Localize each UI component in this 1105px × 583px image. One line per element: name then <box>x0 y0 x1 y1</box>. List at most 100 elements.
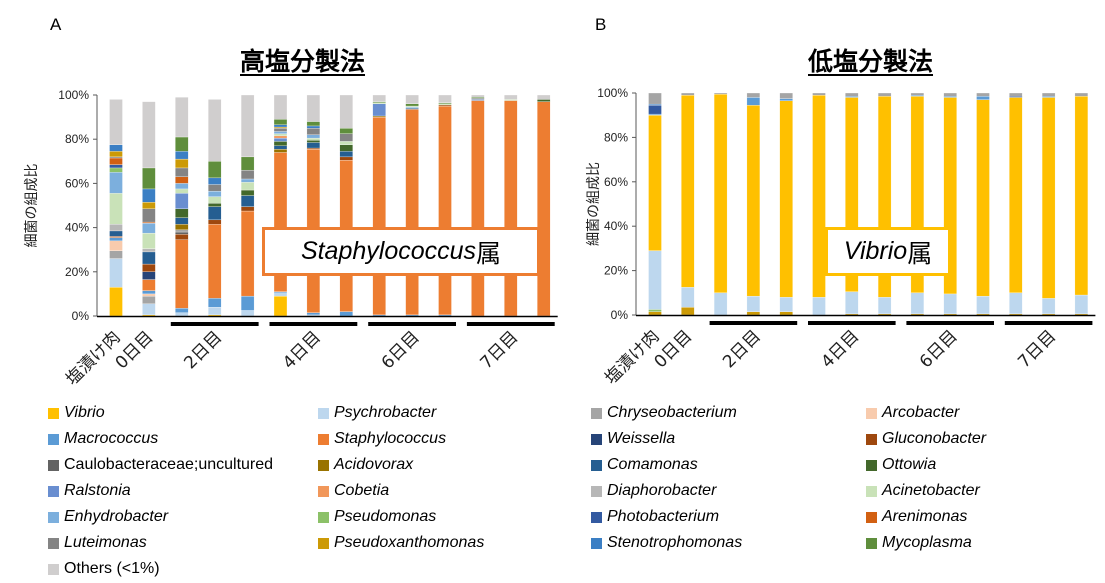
legend-swatch <box>591 537 602 549</box>
legend-item: Ralstonia <box>48 481 131 501</box>
chart-b-y-tick-label: 0% <box>611 308 629 322</box>
chart-a-bar-segment <box>405 94 419 104</box>
chart-b-bar-segment <box>648 250 662 310</box>
chart-a-bar-segment <box>504 100 518 317</box>
chart-a-bar-segment <box>273 124 288 128</box>
chart-a-bar-segment <box>175 158 189 169</box>
chart-a-bar-segment <box>240 206 255 212</box>
legend-label: Ottowia <box>882 456 937 473</box>
legend-item: Mycoplasma <box>866 533 972 553</box>
legend-swatch <box>48 433 59 445</box>
legend-label: Psychrobacter <box>334 404 437 421</box>
chart-a-category-label: 4日目 <box>279 327 325 373</box>
chart-a-bar-segment <box>175 151 189 160</box>
chart-a-bar-segment <box>142 223 156 234</box>
chart-a-bar-segment <box>339 311 353 317</box>
chart-a-bar-segment <box>471 99 485 101</box>
chart-a-group-bracket <box>466 322 555 326</box>
chart-a-bar-segment <box>504 94 518 100</box>
legend-label: Acidovorax <box>334 456 414 473</box>
chart-b-bar-segment <box>681 287 695 308</box>
chart-a-bar-segment <box>438 102 452 104</box>
chart-a-y-tick-label: 60% <box>65 176 89 190</box>
panel-b-title: 低塩分製法 <box>808 47 934 76</box>
legend-label: Chryseobacterium <box>607 404 737 421</box>
chart-b-bar-segment <box>713 92 728 95</box>
legend-label: Diaphorobacter <box>607 482 717 499</box>
legend-swatch <box>591 511 602 523</box>
legend-swatch <box>48 407 59 419</box>
chart-a-bar-segment <box>109 144 123 152</box>
chart-a-bar-segment <box>142 188 156 203</box>
chart-b-bar-segment <box>976 295 990 315</box>
chart-b-bar-segment <box>746 311 761 316</box>
chart-a-bar-segment <box>208 190 222 197</box>
chart-a-bar-segment <box>208 219 222 225</box>
legend-swatch <box>866 459 877 471</box>
chart-a-group-bracket <box>269 322 358 326</box>
chart-a-bar-segment <box>306 147 321 150</box>
legend-swatch <box>318 459 329 471</box>
chart-a-bar-segment <box>109 240 123 251</box>
chart-a-bar-segment <box>175 167 189 177</box>
chart-b-bar-segment <box>779 297 793 312</box>
annotation-genus: Staphylococcus <box>300 237 477 265</box>
chart-b-bar-segment <box>812 92 826 96</box>
legend-item: Cobetia <box>318 481 389 501</box>
chart-a-y-tick-label: 0% <box>72 309 90 323</box>
legend-item: Enhydrobacter <box>48 507 168 527</box>
legend-swatch <box>866 537 877 549</box>
chart-a-bar-segment <box>175 208 189 218</box>
chart-a-bar-segment <box>339 151 353 158</box>
chart-a-bar-segment <box>471 100 485 317</box>
chart-b-bar-segment <box>877 297 892 315</box>
chart-a-bar-segment <box>273 145 288 150</box>
legend-label: Gluconobacter <box>882 430 987 447</box>
legend-label: Ralstonia <box>64 482 131 499</box>
chart-a-bar-segment <box>273 127 288 132</box>
chart-a-bar-segment <box>471 97 485 99</box>
chart-a-y-tick-label: 20% <box>65 265 89 279</box>
chart-a-bar-segment <box>109 167 123 173</box>
chart-b-bar-segment <box>648 309 662 312</box>
chart-b-bar-segment <box>1074 92 1089 97</box>
chart-b-bar-segment <box>943 96 957 98</box>
chart-a-bar-segment <box>109 236 123 238</box>
chart-a-bar-segment <box>306 125 321 129</box>
chart-a-bar-segment <box>109 151 123 158</box>
chart-a-bar-segment <box>142 271 156 280</box>
chart-a-category-label: 6日目 <box>378 327 424 373</box>
chart-a-bar-segment <box>142 293 156 297</box>
chart-a-bar-segment <box>372 116 386 316</box>
chart-b-group-bracket <box>906 321 994 325</box>
legend-swatch <box>866 511 877 523</box>
chart-a-bar-segment <box>109 287 123 317</box>
chart-a-bar-segment <box>109 156 123 159</box>
legend-item: Macrococcus <box>48 429 158 449</box>
chart-a-bar-segment <box>240 94 255 158</box>
chart-a-bar-segment <box>142 295 156 304</box>
chart-a-bar-segment <box>339 127 353 134</box>
legend-swatch <box>48 563 59 575</box>
chart-a-bar-segment <box>438 103 452 106</box>
chart-a-y-tick-label: 100% <box>58 88 89 102</box>
chart-b-bar-segment <box>877 92 892 97</box>
legend-item: Acidovorax <box>318 455 413 475</box>
legend-item: Luteimonas <box>48 533 147 553</box>
legend-swatch <box>591 407 602 419</box>
chart-a-category-label: 0日目 <box>112 327 158 373</box>
annotation-suffix: 属 <box>476 239 502 268</box>
chart-a-bar-segment <box>142 251 156 265</box>
legend-item: Photobacterium <box>591 507 719 527</box>
chart-a-bar-segment <box>240 182 255 191</box>
chart-a-bar-segment <box>273 119 288 125</box>
chart-b-bar-segment <box>779 100 793 298</box>
chart-b-bar-segment <box>648 105 662 115</box>
chart-a-bar-segment <box>240 169 255 180</box>
chart-a-bar-segment <box>405 108 419 110</box>
legend-item: Others (<1%) <box>48 559 160 579</box>
chart-b-bar-segment <box>779 311 793 316</box>
chart-b-bar-segment <box>943 92 957 97</box>
legend-label: Arenimonas <box>882 508 968 525</box>
annotation-genus: Vibrio <box>843 237 908 265</box>
